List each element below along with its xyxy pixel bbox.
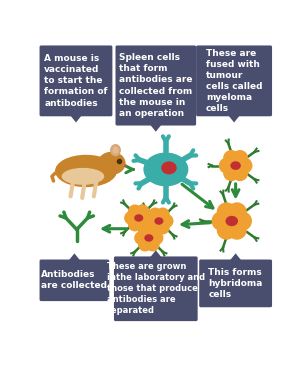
FancyBboxPatch shape bbox=[40, 259, 109, 301]
Ellipse shape bbox=[219, 157, 235, 173]
Polygon shape bbox=[68, 253, 81, 261]
Text: Spleen cells
that form
antibodies are
collected from
the mouse in
an operation: Spleen cells that form antibodies are co… bbox=[119, 53, 192, 118]
Polygon shape bbox=[150, 250, 162, 258]
Ellipse shape bbox=[134, 231, 148, 245]
Text: This forms
hybridoma
cells: This forms hybridoma cells bbox=[209, 268, 263, 299]
Ellipse shape bbox=[98, 152, 126, 175]
Text: A mouse is
vaccinated
to start the
formation of
antibodies: A mouse is vaccinated to start the forma… bbox=[44, 54, 108, 108]
Ellipse shape bbox=[146, 238, 160, 251]
Ellipse shape bbox=[221, 210, 243, 232]
Text: Antibodies
are collected: Antibodies are collected bbox=[41, 270, 107, 290]
Ellipse shape bbox=[141, 230, 157, 246]
Ellipse shape bbox=[154, 217, 164, 225]
Ellipse shape bbox=[230, 161, 241, 170]
Ellipse shape bbox=[134, 214, 143, 222]
Ellipse shape bbox=[149, 231, 164, 245]
Ellipse shape bbox=[131, 210, 147, 226]
Ellipse shape bbox=[151, 213, 167, 229]
Ellipse shape bbox=[227, 202, 247, 222]
Ellipse shape bbox=[227, 220, 247, 240]
Ellipse shape bbox=[128, 205, 142, 219]
Ellipse shape bbox=[146, 224, 160, 239]
Ellipse shape bbox=[148, 208, 162, 221]
Ellipse shape bbox=[138, 238, 152, 251]
Text: These are
fused with
tumour
cells called
myeloma
cells: These are fused with tumour cells called… bbox=[206, 49, 262, 113]
Polygon shape bbox=[230, 253, 242, 261]
Ellipse shape bbox=[139, 211, 153, 225]
Ellipse shape bbox=[112, 146, 119, 154]
Ellipse shape bbox=[226, 216, 238, 226]
Ellipse shape bbox=[232, 150, 248, 166]
Ellipse shape bbox=[232, 165, 248, 181]
FancyBboxPatch shape bbox=[199, 259, 272, 307]
Ellipse shape bbox=[223, 165, 240, 181]
Ellipse shape bbox=[148, 220, 162, 235]
Polygon shape bbox=[70, 115, 82, 123]
Ellipse shape bbox=[226, 156, 245, 175]
Ellipse shape bbox=[62, 168, 104, 185]
Ellipse shape bbox=[156, 220, 170, 235]
Ellipse shape bbox=[124, 211, 138, 225]
Ellipse shape bbox=[217, 220, 236, 240]
Ellipse shape bbox=[110, 144, 121, 156]
Ellipse shape bbox=[223, 150, 240, 166]
Ellipse shape bbox=[144, 214, 158, 228]
Polygon shape bbox=[228, 115, 240, 123]
FancyBboxPatch shape bbox=[116, 45, 196, 126]
Ellipse shape bbox=[144, 234, 153, 242]
Ellipse shape bbox=[159, 214, 174, 228]
Polygon shape bbox=[150, 124, 162, 132]
Ellipse shape bbox=[138, 224, 152, 239]
Ellipse shape bbox=[233, 211, 252, 231]
Ellipse shape bbox=[55, 155, 117, 187]
Ellipse shape bbox=[143, 153, 188, 186]
Ellipse shape bbox=[136, 217, 150, 231]
FancyBboxPatch shape bbox=[196, 45, 272, 116]
Ellipse shape bbox=[236, 157, 253, 173]
Ellipse shape bbox=[128, 217, 142, 231]
Text: These are grown
inthe laboratory and
those that produce
antibodies are
separated: These are grown inthe laboratory and tho… bbox=[107, 262, 205, 315]
Ellipse shape bbox=[136, 205, 150, 219]
Ellipse shape bbox=[156, 208, 170, 221]
Ellipse shape bbox=[212, 211, 231, 231]
FancyBboxPatch shape bbox=[114, 257, 198, 321]
Ellipse shape bbox=[217, 202, 236, 222]
Ellipse shape bbox=[161, 161, 177, 175]
FancyBboxPatch shape bbox=[40, 45, 112, 116]
Ellipse shape bbox=[124, 164, 127, 167]
